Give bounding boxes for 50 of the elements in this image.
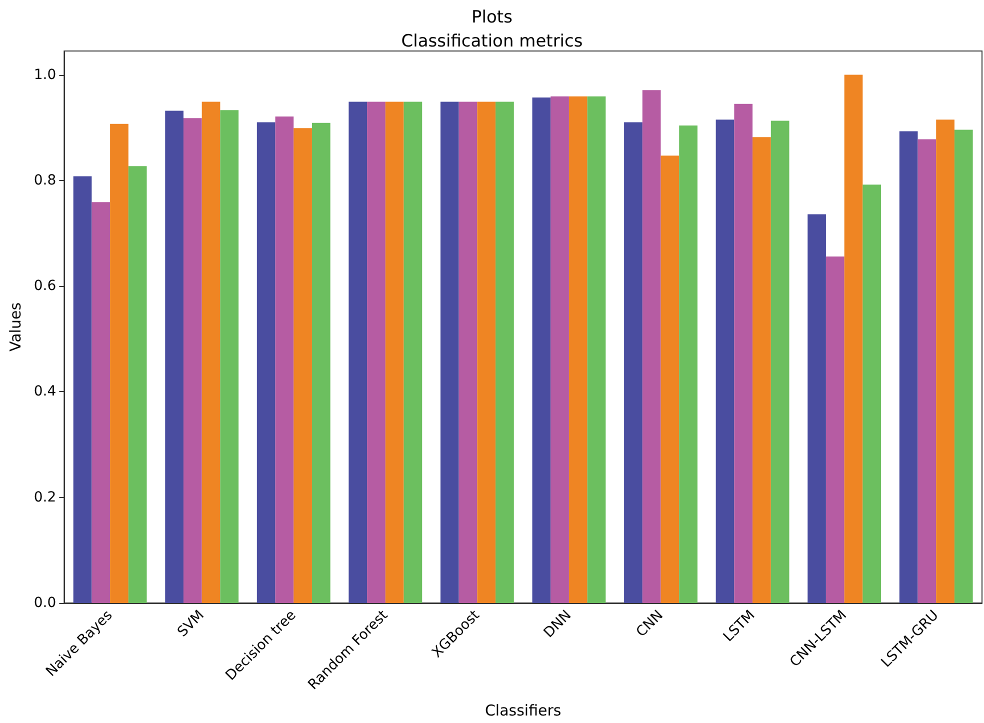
bar <box>918 139 936 603</box>
bar <box>202 102 220 603</box>
bar <box>496 102 514 603</box>
bar <box>458 102 478 603</box>
bar <box>348 102 368 603</box>
bar <box>642 90 661 603</box>
y-tick-label: 0.8 <box>34 172 56 188</box>
bar <box>220 110 239 603</box>
bar <box>734 104 753 603</box>
y-tick-label: 0.6 <box>34 278 56 294</box>
bar <box>899 131 918 603</box>
y-tick-label: 0.0 <box>34 595 56 611</box>
bar <box>165 110 184 603</box>
bar <box>73 176 92 603</box>
bar <box>550 96 569 603</box>
bar <box>862 184 882 603</box>
chart-subtitle: Classification metrics <box>401 32 583 52</box>
bar <box>844 74 863 603</box>
x-axis-title: Classifiers <box>484 702 562 720</box>
y-tick-label: 0.4 <box>34 384 56 400</box>
bar <box>954 130 973 603</box>
bar <box>92 202 110 603</box>
bar <box>385 102 404 603</box>
bar <box>568 96 588 603</box>
bar <box>256 122 276 603</box>
bar <box>679 125 698 603</box>
bar <box>312 122 330 603</box>
bar <box>532 97 551 603</box>
bar <box>440 102 459 603</box>
bar <box>110 124 128 603</box>
bar <box>275 116 294 603</box>
y-tick-label: 1.0 <box>34 66 56 83</box>
bar <box>770 120 790 603</box>
bar <box>367 102 386 603</box>
bar <box>294 128 312 603</box>
bar <box>624 122 642 603</box>
y-axis-title: Values <box>6 302 24 352</box>
bar <box>752 137 771 603</box>
bar <box>404 102 422 603</box>
bar <box>660 156 680 603</box>
bar <box>808 214 826 603</box>
bar <box>128 166 147 603</box>
bar <box>936 120 954 603</box>
bar <box>183 118 202 603</box>
y-tick-label: 0.2 <box>34 489 56 506</box>
bar <box>587 96 606 603</box>
bar <box>826 256 844 603</box>
bar <box>716 120 734 603</box>
bar <box>477 102 496 603</box>
chart-title: Plots <box>472 8 513 28</box>
